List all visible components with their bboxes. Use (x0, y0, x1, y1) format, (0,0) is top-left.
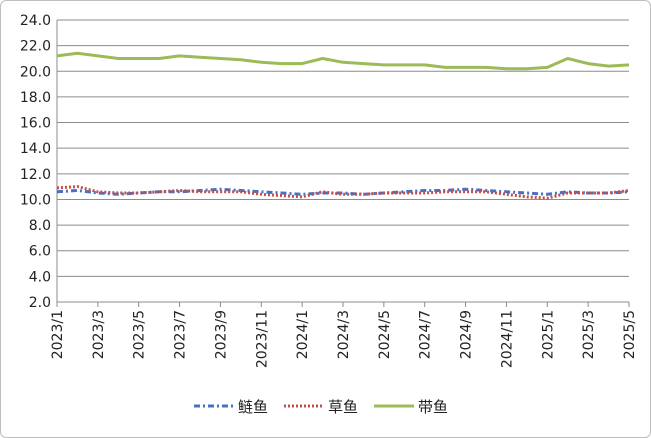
y-tick-label-4: 10.0 (20, 192, 51, 208)
legend-label-2: 带鱼 (418, 398, 448, 416)
legend-label-1: 草鱼 (328, 398, 358, 416)
y-tick-label-7: 16.0 (20, 116, 51, 132)
y-tick-label-3: 8.0 (29, 218, 51, 234)
x-tick-label-8: 2024/5 (377, 310, 393, 359)
x-tick-label-9: 2024/7 (418, 310, 434, 359)
x-tick-label-11: 2024/11 (499, 310, 515, 368)
x-tick-label-7: 2024/3 (336, 310, 352, 359)
y-tick-label-5: 12.0 (20, 167, 51, 183)
series-line-1 (56, 185, 630, 200)
y-tick-label-11: 24.0 (20, 13, 51, 29)
x-tick-label-2: 2023/5 (132, 310, 148, 359)
y-tick-label-10: 22.0 (20, 39, 51, 55)
series-line-0 (56, 187, 630, 196)
x-tick-label-13: 2025/3 (581, 310, 597, 359)
series-line-2 (56, 51, 630, 71)
series-lines (56, 51, 630, 200)
y-axis-ticks: 2.0 4.0 6.0 8.0 10.0 12.0 14.0 16.0 18.0 20.0 22.0… (20, 13, 51, 311)
x-tick-label-10: 2024/9 (459, 310, 475, 359)
legend-label-0: 鲢鱼 (238, 398, 268, 416)
x-tick-label-12: 2025/1 (540, 310, 556, 359)
x-tick-label-14: 2025/5 (622, 310, 638, 359)
x-tick-label-1: 2023/3 (91, 310, 107, 359)
y-tick-label-9: 20.0 (20, 64, 51, 80)
x-tick-label-5: 2023/11 (254, 310, 270, 368)
x-tick-label-6: 2024/1 (295, 310, 311, 359)
x-tick-label-0: 2023/1 (50, 310, 66, 359)
legend: 鲢鱼 草鱼 带鱼 (194, 398, 448, 416)
y-tick-label-1: 4.0 (29, 269, 51, 285)
y-tick-label-8: 18.0 (20, 90, 51, 106)
x-tick-label-3: 2023/7 (173, 310, 189, 359)
x-tick-label-4: 2023/9 (213, 310, 229, 359)
x-axis-ticks: 2023/1 2023/3 2023/5 2023/7 2023/9 2023/11 202… (50, 302, 638, 368)
y-tick-label-2: 6.0 (29, 244, 51, 260)
y-tick-label-0: 2.0 (29, 295, 51, 311)
y-tick-label-6: 14.0 (20, 141, 51, 157)
